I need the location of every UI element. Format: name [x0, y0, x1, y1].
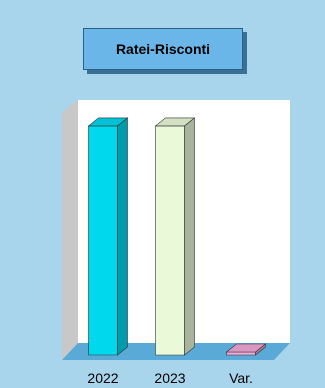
x-tick-label: 2023: [154, 370, 185, 386]
bar-side: [184, 117, 195, 356]
bar-top: [154, 117, 196, 127]
plot-side-wall: [62, 100, 78, 360]
bar-side: [117, 117, 128, 356]
x-tick-label: 2022: [87, 370, 118, 386]
bar-front: [88, 125, 118, 356]
bar-front: [155, 125, 185, 356]
chart-title: Ratei-Risconti: [83, 28, 243, 70]
bar-front: [226, 351, 256, 356]
bar-var: [225, 343, 267, 356]
bar-2022: [87, 117, 129, 356]
bar-top: [225, 343, 267, 353]
bar-2023: [154, 117, 196, 356]
x-tick-label: Var.: [229, 370, 253, 386]
bar-top: [87, 117, 129, 127]
